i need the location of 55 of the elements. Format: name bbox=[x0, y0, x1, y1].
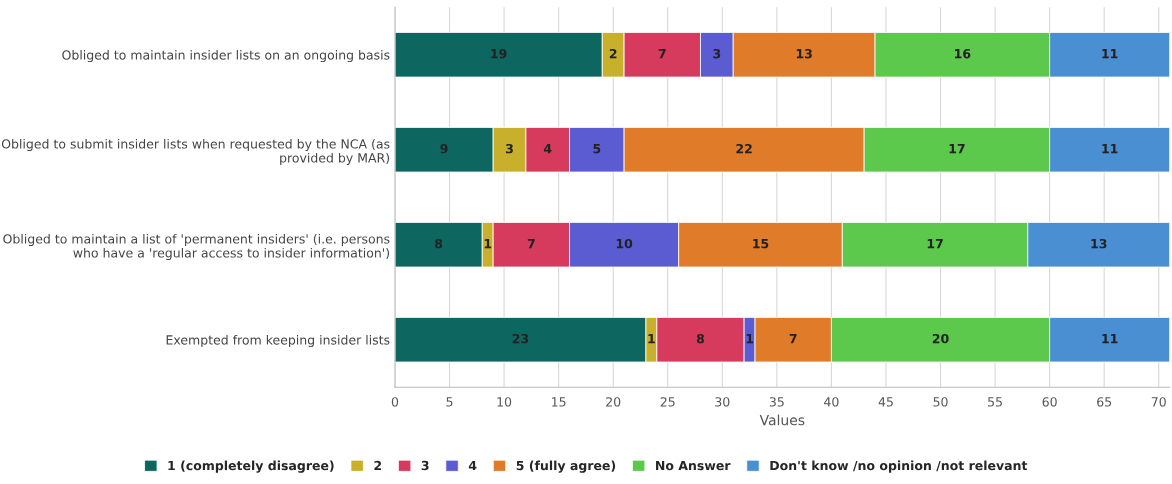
data-label: 7 bbox=[658, 49, 666, 59]
legend-label: 3 bbox=[421, 460, 429, 471]
data-label: 11 bbox=[1102, 49, 1118, 59]
data-label: 2 bbox=[609, 48, 617, 59]
data-label: 11 bbox=[1102, 334, 1118, 344]
data-label: 10 bbox=[616, 238, 633, 249]
data-label: 19 bbox=[491, 48, 507, 59]
x-tick-label: 10 bbox=[497, 397, 512, 407]
data-label: 13 bbox=[1091, 238, 1107, 249]
x-tick-label: 25 bbox=[660, 397, 675, 407]
data-label: 8 bbox=[435, 238, 443, 249]
data-label: 3 bbox=[713, 48, 721, 59]
data-label: 15 bbox=[753, 239, 769, 249]
data-label: 3 bbox=[506, 143, 513, 154]
x-tick-label: 0 bbox=[391, 397, 399, 407]
x-tick-label: 40 bbox=[824, 397, 839, 407]
legend-label: 2 bbox=[374, 460, 382, 471]
legend-label: 1 (completely disagree) bbox=[168, 460, 334, 473]
legend-label: 5 (fully agree) bbox=[516, 460, 616, 473]
data-label: 20 bbox=[932, 333, 949, 344]
x-tick-label: 70 bbox=[1151, 397, 1166, 407]
y-tick-label: Obliged to maintain a list of 'permanent insiders' (i.e. persons who have a 'regular access to insider information') bbox=[3, 233, 390, 261]
y-tick-label: Obliged to maintain insider lists on an ongoing basis bbox=[62, 50, 390, 63]
y-tick-label: Obliged to submit insider lists when requested by the NCA (as provided by MAR) bbox=[1, 138, 390, 166]
data-label: 1 bbox=[484, 239, 492, 249]
data-label: 5 bbox=[593, 144, 601, 154]
data-label: 17 bbox=[949, 144, 965, 154]
data-label: 7 bbox=[527, 239, 535, 249]
data-label: 1 bbox=[746, 334, 754, 344]
legend-label: Don't know /no opinion /not relevant bbox=[770, 460, 1028, 473]
x-tick-label: 50 bbox=[933, 397, 948, 407]
x-tick-label: 35 bbox=[769, 397, 784, 407]
data-label: 8 bbox=[696, 333, 705, 344]
x-tick-label: 45 bbox=[878, 397, 893, 407]
x-tick-label: 20 bbox=[606, 397, 621, 407]
data-label: 1 bbox=[648, 334, 655, 344]
data-label: 17 bbox=[927, 239, 943, 249]
y-tick-label: Exempted from keeping insider lists bbox=[166, 334, 390, 348]
x-tick-label: 15 bbox=[552, 397, 566, 407]
data-label: 23 bbox=[512, 333, 529, 344]
legend-label: 4 bbox=[468, 460, 477, 471]
x-axis-title: Values bbox=[759, 414, 805, 426]
data-label: 13 bbox=[796, 48, 812, 59]
x-tick-label: 60 bbox=[1042, 397, 1057, 407]
data-label: 7 bbox=[789, 334, 797, 344]
data-label: 9 bbox=[440, 143, 448, 154]
data-label: 16 bbox=[955, 48, 971, 59]
data-label: 22 bbox=[736, 143, 752, 154]
data-label: 11 bbox=[1102, 144, 1118, 154]
legend-label: No Answer bbox=[656, 460, 731, 471]
x-tick-label: 5 bbox=[446, 397, 453, 407]
x-tick-label: 65 bbox=[1097, 397, 1112, 407]
x-tick-label: 55 bbox=[988, 397, 1002, 407]
data-label: 4 bbox=[543, 144, 552, 154]
x-tick-label: 30 bbox=[715, 397, 730, 407]
